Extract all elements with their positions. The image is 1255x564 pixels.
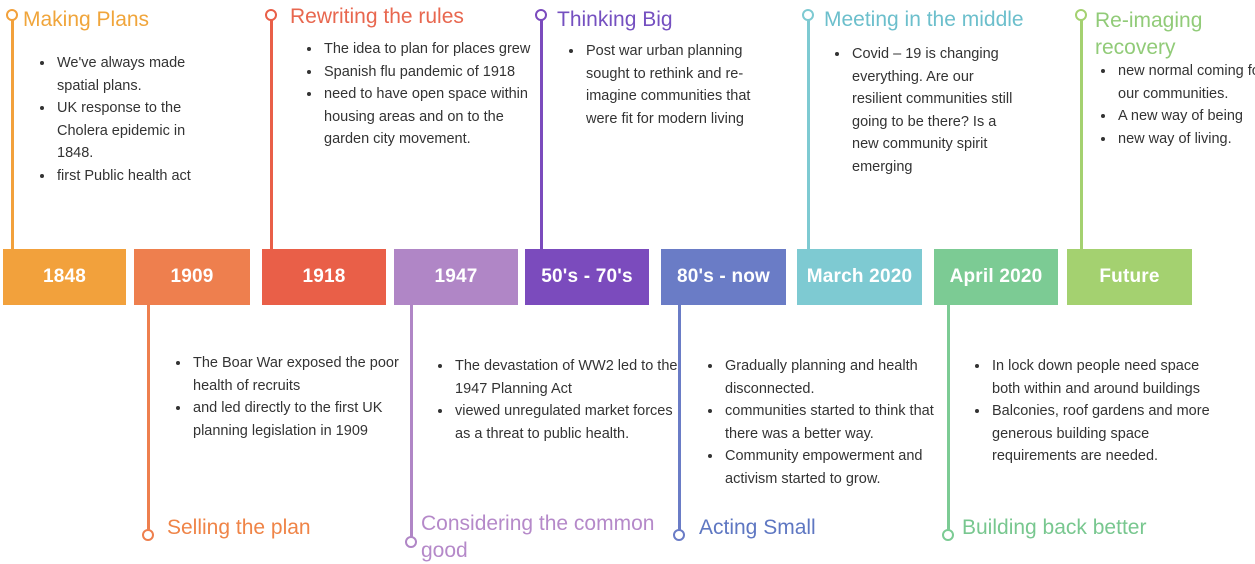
bullets-80s-now: Gradually planning and health disconnect… xyxy=(705,355,953,491)
list-item: UK response to the Cholera epidemic in 1… xyxy=(55,97,220,165)
bullets-1909: The Boar War exposed the poor health of … xyxy=(173,352,401,442)
list-item: new normal coming for our communities. xyxy=(1116,60,1255,105)
list-item: first Public health act xyxy=(55,165,220,188)
timeline-box-50s-70s: 50's - 70's xyxy=(525,249,649,305)
timeline-box-1918: 1918 xyxy=(262,249,386,305)
list-item: Gradually planning and health disconnect… xyxy=(723,355,953,400)
connector-line-april-2020 xyxy=(947,305,950,532)
list-item: A new way of being xyxy=(1116,105,1255,128)
connector-dot-1848 xyxy=(6,9,18,21)
bullets-1848: We've always made spatial plans. UK resp… xyxy=(37,52,220,188)
list-item: Spanish flu pandemic of 1918 xyxy=(322,61,532,84)
connector-line-80s xyxy=(678,305,681,532)
connector-dot-april-2020 xyxy=(942,529,954,541)
list-item: The devastation of WW2 led to the 1947 P… xyxy=(453,355,688,400)
list-item: viewed unregulated market forces as a th… xyxy=(453,400,688,445)
list-item: Post war urban planning sought to rethin… xyxy=(584,40,784,130)
timeline-box-1848: 1848 xyxy=(3,249,126,305)
timeline-box-1947: 1947 xyxy=(394,249,518,305)
bullets-1918: The idea to plan for places grew Spanish… xyxy=(304,38,532,151)
list-item: new way of living. xyxy=(1116,128,1255,151)
list-item: communities started to think that there … xyxy=(723,400,953,445)
title-thinking-big: Thinking Big xyxy=(557,8,673,31)
title-meeting-in-the-middle: Meeting in the middle xyxy=(824,8,1024,31)
connector-dot-1918 xyxy=(265,9,277,21)
connector-line-1918 xyxy=(270,19,273,249)
connector-line-50s xyxy=(540,19,543,249)
bullets-50s-70s: Post war urban planning sought to rethin… xyxy=(566,40,784,130)
connector-dot-march-2020 xyxy=(802,9,814,21)
timeline-box-future: Future xyxy=(1067,249,1192,305)
bullets-future: new normal coming for our communities. A… xyxy=(1098,60,1255,150)
list-item: Balconies, roof gardens and more generou… xyxy=(990,400,1220,468)
timeline-box-april-2020: April 2020 xyxy=(934,249,1058,305)
title-acting-small: Acting Small xyxy=(699,516,816,539)
bullets-march-2020: Covid – 19 is changing everything. Are o… xyxy=(832,43,1020,179)
list-item: need to have open space within housing a… xyxy=(322,83,532,151)
list-item: The Boar War exposed the poor health of … xyxy=(191,352,401,397)
connector-line-1848 xyxy=(11,19,14,249)
connector-line-1909 xyxy=(147,305,150,532)
title-making-plans: Making Plans xyxy=(23,8,150,31)
title-selling-the-plan: Selling the plan xyxy=(167,516,311,539)
timeline-box-1909: 1909 xyxy=(134,249,250,305)
connector-dot-future xyxy=(1075,9,1087,21)
list-item: Covid – 19 is changing everything. Are o… xyxy=(850,43,1020,179)
connector-dot-80s xyxy=(673,529,685,541)
list-item: In lock down people need space both with… xyxy=(990,355,1220,400)
connector-line-march-2020 xyxy=(807,19,810,249)
connector-line-1947 xyxy=(410,305,413,538)
connector-line-future xyxy=(1080,19,1083,249)
list-item: The idea to plan for places grew xyxy=(322,38,532,61)
title-building-back-better: Building back better xyxy=(962,516,1147,539)
connector-dot-50s xyxy=(535,9,547,21)
title-considering-the-common-good: Considering the common good xyxy=(421,512,655,562)
title-re-imaging-recovery: Re-imaging recovery xyxy=(1095,9,1203,59)
list-item: and led directly to the first UK plannin… xyxy=(191,397,401,442)
list-item: Community empowerment and activism start… xyxy=(723,445,953,490)
timeline-box-80s-now: 80's - now xyxy=(661,249,786,305)
title-rewriting-the-rules: Rewriting the rules xyxy=(290,5,464,28)
bullets-1947: The devastation of WW2 led to the 1947 P… xyxy=(435,355,688,445)
list-item: We've always made spatial plans. xyxy=(55,52,220,97)
connector-dot-1947 xyxy=(405,536,417,548)
bullets-april-2020: In lock down people need space both with… xyxy=(972,355,1220,468)
timeline-box-march-2020: March 2020 xyxy=(797,249,922,305)
connector-dot-1909 xyxy=(142,529,154,541)
